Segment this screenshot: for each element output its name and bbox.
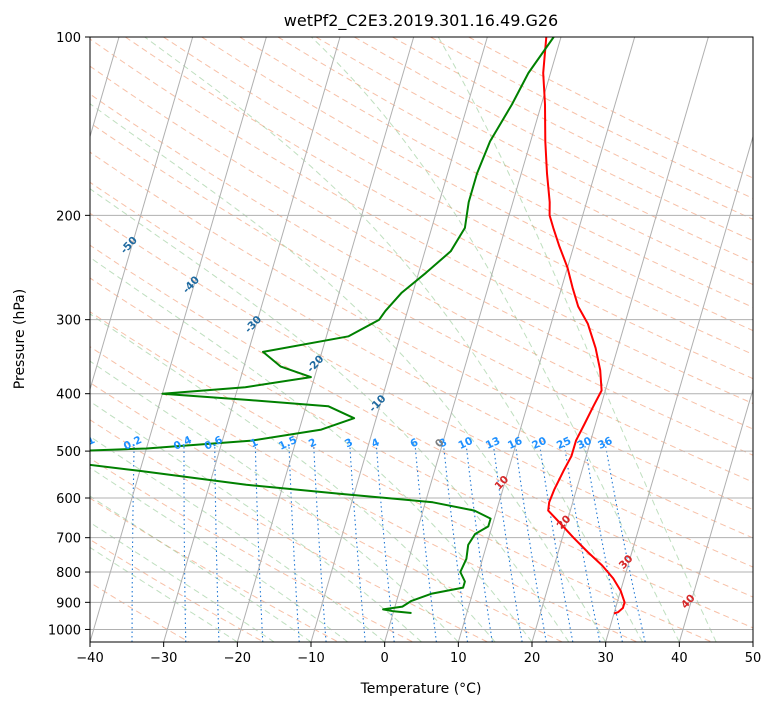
mixing-ratio-line — [515, 445, 547, 642]
mixing-ratio-label: 16 — [506, 435, 524, 452]
dry-adiabat — [90, 181, 753, 539]
mixing-ratio-label: 1 — [248, 436, 260, 450]
mixing-ratio-label: 3 — [343, 436, 355, 450]
isobar-grid — [90, 37, 753, 630]
y-axis-ticks: 100 200 300 400 500 600 700 800 900 1000 — [48, 31, 90, 638]
moist-adiabat — [90, 103, 607, 642]
chart-title: wetPf2_C2E3.2019.301.16.49.G26 — [284, 11, 558, 31]
mixing-ratio-label: 25 — [555, 435, 573, 452]
moist-adiabat — [90, 400, 422, 642]
mixing-ratio-lines — [131, 445, 646, 642]
x-tick-label: −10 — [297, 651, 324, 666]
dry-adiabat — [125, 37, 753, 380]
isotherm-line — [531, 37, 709, 642]
moist-adiabat — [144, 37, 643, 642]
dry-adiabat — [90, 311, 712, 642]
moist-adiabat — [311, 37, 680, 642]
sounding-profiles — [90, 37, 626, 615]
dry-adiabat — [90, 65, 753, 430]
mixing-ratio-label: 6 — [409, 436, 421, 450]
mixing-ratio-label: 10 — [456, 435, 474, 452]
mixing-ratio-line — [605, 445, 646, 642]
x-tick-label: 40 — [671, 651, 688, 666]
isotherm-line — [163, 37, 341, 642]
moist-adiabat — [90, 188, 570, 642]
x-tick-label: −40 — [76, 651, 103, 666]
x-tick-label: 50 — [745, 651, 762, 666]
dry-adiabat — [90, 122, 753, 483]
y-axis-title: Pressure (hPa) — [12, 289, 28, 389]
y-tick-label: 400 — [56, 388, 81, 403]
x-tick-label: −20 — [224, 651, 251, 666]
mixing-ratio-label: 20 — [530, 435, 548, 452]
isotherm-line — [457, 37, 636, 642]
moist-adiabat — [437, 37, 717, 642]
mixing-ratio-line — [539, 445, 574, 642]
y-tick-label: 800 — [56, 566, 81, 581]
x-tick-label: 20 — [524, 651, 541, 666]
isotherm-line — [90, 37, 194, 392]
y-tick-label: 300 — [56, 314, 81, 329]
mixing-ratio-label: 30 — [575, 435, 593, 452]
dewpoint-profile-line — [90, 37, 555, 614]
x-axis-ticks: −40 −30 −20 −10 0 10 20 30 40 50 — [76, 642, 761, 666]
moist-adiabat — [90, 256, 533, 642]
dry-adiabat — [90, 93, 753, 456]
x-tick-label: 0 — [381, 651, 389, 666]
x-tick-label: 10 — [450, 651, 467, 666]
dry-adiabat — [90, 277, 753, 629]
dry-adiabat — [90, 457, 414, 642]
isotherm-line — [310, 37, 488, 642]
mixing-ratio-label: 0.1 — [75, 434, 97, 453]
x-tick-label: 30 — [597, 651, 614, 666]
y-tick-label: 500 — [56, 445, 81, 460]
mixing-ratio-label: 4 — [370, 436, 382, 450]
y-tick-label: 1000 — [48, 623, 81, 638]
y-tick-label: 700 — [56, 532, 81, 547]
y-tick-label: 100 — [56, 31, 81, 46]
x-tick-label: −30 — [150, 651, 177, 666]
plot-frame — [89, 36, 754, 643]
dry-adiabat — [90, 538, 264, 642]
mixing-ratio-line — [563, 445, 601, 642]
mixing-ratio-label: 2 — [307, 436, 319, 450]
y-tick-label: 600 — [56, 492, 81, 507]
isotherm-line — [678, 387, 753, 642]
mixing-ratio-label: 8 — [437, 436, 449, 450]
mixing-ratio-label: 36 — [596, 435, 614, 452]
y-tick-label: 900 — [56, 596, 81, 611]
moist-adiabat — [90, 313, 496, 642]
y-tick-label: 200 — [56, 209, 81, 224]
dry-adiabat — [90, 419, 488, 642]
isotherm-line — [384, 37, 562, 642]
moist-adiabat — [90, 467, 349, 642]
x-axis-title: Temperature (°C) — [360, 681, 482, 697]
temperature-profile-line — [542, 37, 626, 615]
mixing-ratio-line — [584, 445, 623, 642]
mixing-ratio-label: 13 — [484, 435, 502, 452]
dry-adiabat — [90, 151, 753, 511]
isotherm-line — [90, 37, 267, 642]
